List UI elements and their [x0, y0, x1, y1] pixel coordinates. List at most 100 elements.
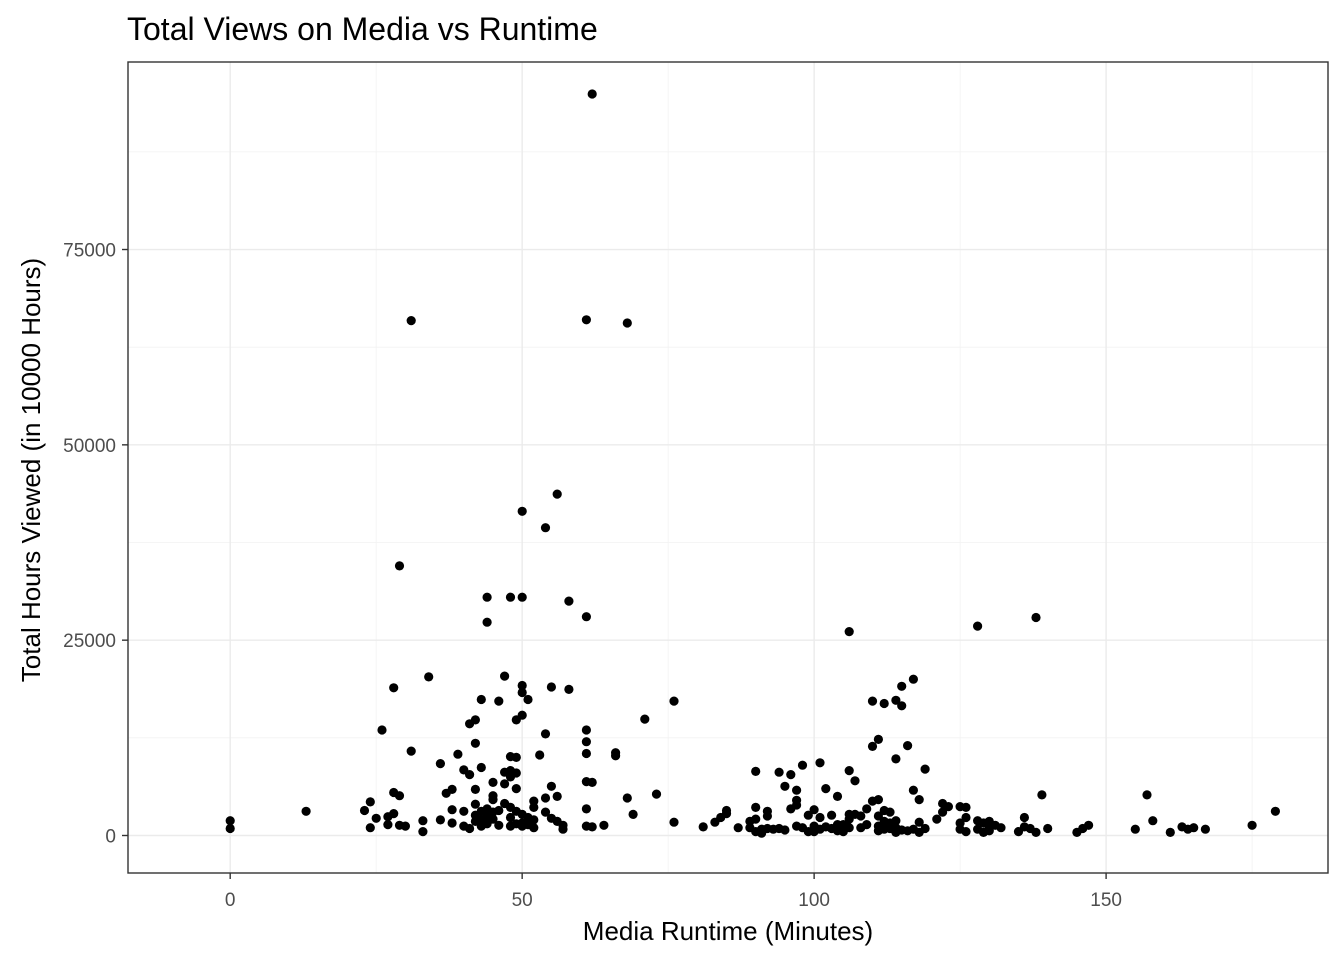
data-point — [628, 809, 638, 820]
data-point — [1084, 820, 1094, 830]
data-point — [540, 793, 551, 803]
chart-title: Total Views on Media vs Runtime — [127, 11, 598, 47]
data-point — [482, 592, 492, 602]
data-point — [622, 793, 632, 803]
data-point — [540, 523, 551, 533]
data-point — [827, 810, 837, 820]
data-point — [511, 752, 521, 763]
data-point — [780, 825, 790, 835]
data-point — [564, 596, 574, 606]
data-point — [733, 823, 743, 833]
data-point — [1043, 823, 1053, 834]
data-point — [1130, 824, 1140, 834]
data-point — [891, 816, 901, 826]
data-point — [1247, 820, 1257, 830]
data-point — [862, 804, 872, 814]
data-points — [225, 89, 1280, 838]
data-point — [587, 89, 597, 99]
data-point — [908, 674, 919, 684]
data-point — [470, 799, 480, 809]
data-point — [867, 741, 878, 752]
data-point — [815, 758, 825, 768]
data-point — [301, 806, 311, 816]
data-point — [453, 749, 463, 759]
data-point — [762, 806, 773, 816]
data-point — [418, 827, 428, 837]
data-point — [803, 810, 813, 820]
data-point — [494, 696, 504, 706]
data-point — [961, 827, 971, 837]
data-point — [984, 826, 994, 836]
data-point — [494, 805, 504, 816]
data-point — [786, 770, 796, 780]
data-point — [529, 796, 539, 806]
data-point — [792, 800, 802, 810]
data-point — [774, 767, 784, 777]
data-point — [873, 811, 884, 821]
data-point — [640, 714, 650, 724]
data-point — [1031, 827, 1041, 838]
data-point — [517, 687, 527, 698]
data-point — [996, 823, 1006, 833]
data-point — [552, 489, 562, 499]
data-point — [529, 815, 539, 825]
data-point — [540, 729, 551, 739]
data-point — [821, 784, 831, 794]
data-point — [780, 781, 790, 791]
data-point — [581, 804, 592, 814]
data-point — [517, 506, 527, 516]
data-point — [552, 791, 562, 802]
data-point — [1031, 612, 1041, 623]
data-point — [751, 814, 761, 824]
data-point — [669, 817, 679, 827]
data-point — [587, 777, 597, 788]
data-point — [581, 612, 592, 622]
y-tick-label: 25000 — [63, 631, 116, 652]
data-point — [435, 815, 445, 825]
data-point — [529, 823, 539, 833]
x-axis-title: Media Runtime (Minutes) — [583, 916, 873, 946]
data-point — [488, 814, 498, 824]
data-point — [914, 817, 924, 827]
data-point — [903, 741, 913, 751]
x-tick-label: 100 — [798, 890, 830, 911]
data-point — [587, 822, 597, 832]
data-point — [529, 802, 539, 813]
data-point — [1142, 790, 1152, 800]
data-point — [558, 824, 568, 834]
data-point — [459, 806, 469, 816]
data-point — [1189, 823, 1199, 833]
data-point — [815, 812, 825, 823]
data-point — [622, 318, 632, 328]
data-point — [511, 768, 521, 778]
data-point — [873, 734, 884, 745]
data-point — [651, 789, 662, 799]
data-point — [394, 561, 405, 571]
data-point — [465, 770, 475, 780]
data-point — [488, 777, 498, 788]
data-point — [517, 710, 527, 720]
data-point — [465, 823, 475, 834]
data-point — [447, 784, 457, 795]
data-point — [792, 785, 802, 795]
data-point — [879, 698, 889, 709]
data-point — [943, 802, 954, 812]
data-point — [523, 694, 533, 705]
data-point — [938, 807, 948, 817]
data-point — [517, 680, 527, 691]
data-point — [394, 791, 405, 801]
data-point — [932, 814, 942, 824]
data-point — [482, 617, 492, 627]
data-point — [365, 797, 375, 807]
data-point — [406, 316, 416, 326]
data-point — [698, 822, 708, 832]
data-point — [1037, 790, 1047, 800]
data-point — [885, 807, 895, 817]
data-point — [973, 621, 983, 631]
y-tick-label: 50000 — [63, 436, 116, 457]
data-point — [447, 805, 457, 815]
data-point — [751, 766, 761, 777]
data-point — [897, 681, 907, 691]
data-point — [669, 696, 679, 706]
data-point — [862, 820, 872, 830]
